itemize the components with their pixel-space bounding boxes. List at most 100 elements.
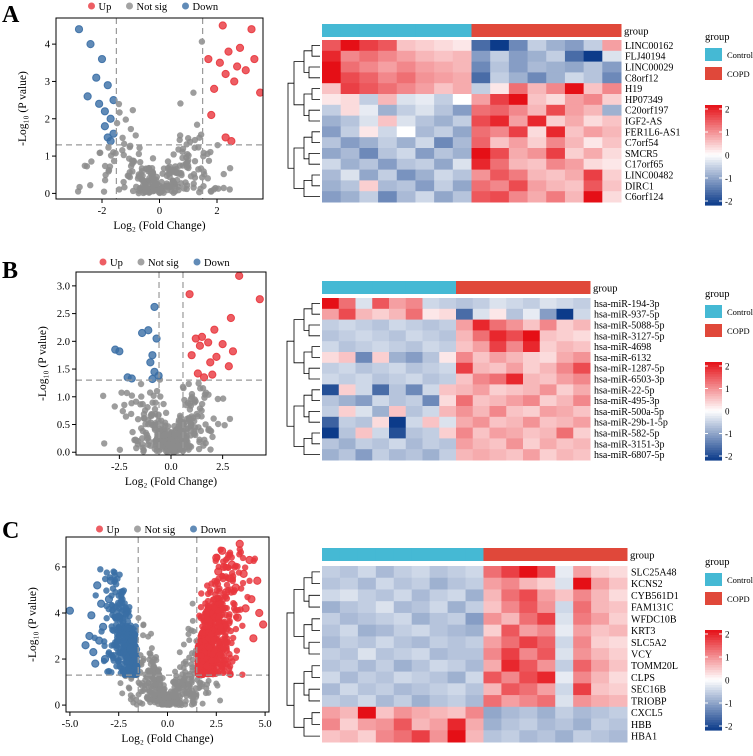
point-down — [95, 636, 104, 645]
point-notsig — [205, 157, 213, 164]
point-notsig — [191, 157, 199, 165]
row-label: VCY — [631, 650, 652, 661]
point-notsig — [151, 438, 159, 445]
heatmap-cell — [539, 373, 557, 385]
point-up — [241, 66, 250, 75]
heatmap-cell — [573, 659, 592, 673]
heatmap-cell — [359, 191, 379, 203]
heatmap-cell — [490, 104, 510, 117]
heatmap-cell — [546, 126, 566, 138]
point-notsig — [171, 699, 178, 706]
heatmap-cell — [519, 730, 538, 743]
dendro-branch — [311, 389, 320, 401]
heatmap-cell — [322, 319, 340, 331]
heatmap-cell — [456, 352, 474, 364]
point-down — [108, 642, 115, 649]
heatmap-cell — [452, 50, 472, 63]
point-down — [97, 54, 107, 64]
point-up — [215, 668, 222, 675]
heatmap-cell — [527, 61, 547, 73]
group-bar-copd — [591, 548, 610, 561]
scale-segment — [705, 697, 722, 701]
point-notsig — [125, 155, 133, 162]
heatmap-cell — [439, 308, 457, 321]
dendro-branch — [311, 174, 320, 187]
point-notsig — [127, 125, 135, 133]
y-tick-label: 3.0 — [57, 281, 70, 292]
heatmap-cell — [411, 718, 431, 731]
scale-segment — [705, 707, 722, 711]
point-up — [187, 351, 196, 360]
heatmap-cell — [322, 40, 342, 52]
point-notsig — [115, 186, 123, 193]
heatmap-cell — [564, 148, 585, 160]
heatmap-cell — [452, 72, 472, 84]
heatmap-cell — [452, 126, 472, 138]
heatmap-cell — [375, 695, 395, 708]
point-notsig — [111, 403, 118, 410]
point-up — [225, 574, 235, 583]
heatmap-cell — [537, 566, 556, 579]
heatmap-cell — [359, 137, 379, 149]
heatmap-cell — [564, 191, 585, 203]
point-notsig — [120, 151, 127, 159]
heatmap-cell — [556, 308, 574, 321]
heatmap-cell — [393, 612, 413, 626]
heatmap-cell — [322, 659, 341, 673]
heatmap-cell — [508, 148, 529, 160]
heatmap-cell — [415, 148, 435, 160]
point-notsig — [142, 165, 150, 172]
heatmap-cell — [429, 695, 449, 708]
point-up — [212, 352, 221, 361]
heatmap-cell — [372, 449, 390, 461]
heatmap-cell — [537, 730, 556, 743]
point-notsig — [122, 413, 130, 420]
point-notsig — [160, 400, 167, 408]
scale-segment — [705, 447, 722, 451]
point-notsig — [152, 181, 159, 188]
heatmap-cell — [429, 636, 449, 649]
point-down — [115, 658, 122, 665]
heatmap-cell — [555, 730, 574, 743]
heatmap-cell — [429, 566, 449, 579]
scale-segment — [705, 655, 722, 659]
heatmap-cell — [602, 137, 622, 149]
heatmap-cell — [389, 438, 407, 450]
point-up — [198, 590, 205, 597]
point-down — [74, 25, 84, 34]
heatmap-cell — [338, 308, 356, 321]
legend-label-up: Up — [107, 525, 120, 536]
point-up — [218, 21, 227, 30]
scale-segment — [705, 192, 722, 196]
group-bar-control — [452, 24, 472, 37]
heatmap-cell — [583, 50, 603, 63]
point-up — [221, 657, 228, 664]
x-axis-label: Log₂ (Fold Change) — [113, 220, 205, 232]
heatmap-cell — [508, 40, 529, 52]
heatmap-cell — [471, 72, 491, 84]
heatmap-cell — [405, 341, 423, 353]
point-notsig — [197, 165, 205, 172]
heatmap-cell — [556, 395, 574, 407]
point-notsig — [162, 409, 170, 417]
heatmap-cell — [573, 624, 592, 637]
heatmap-cell — [539, 352, 557, 364]
point-up — [215, 58, 224, 67]
heatmap-cell — [434, 50, 454, 63]
dendro-branch — [293, 147, 304, 189]
point-notsig — [207, 427, 215, 435]
scale-segment — [705, 185, 722, 189]
heatmap-cell — [519, 718, 538, 731]
group-bar-control — [405, 281, 423, 294]
group-bar-copd — [527, 24, 547, 37]
point-notsig — [149, 690, 156, 697]
point-up — [208, 670, 215, 677]
point-down — [97, 599, 106, 608]
heatmap-cell — [609, 601, 628, 614]
point-up — [208, 370, 217, 379]
point-up — [196, 612, 203, 619]
point-notsig — [134, 416, 142, 423]
row-label: hsa-miR-194-3p — [594, 299, 660, 310]
point-notsig — [180, 684, 187, 691]
heatmap-cell — [359, 180, 379, 192]
